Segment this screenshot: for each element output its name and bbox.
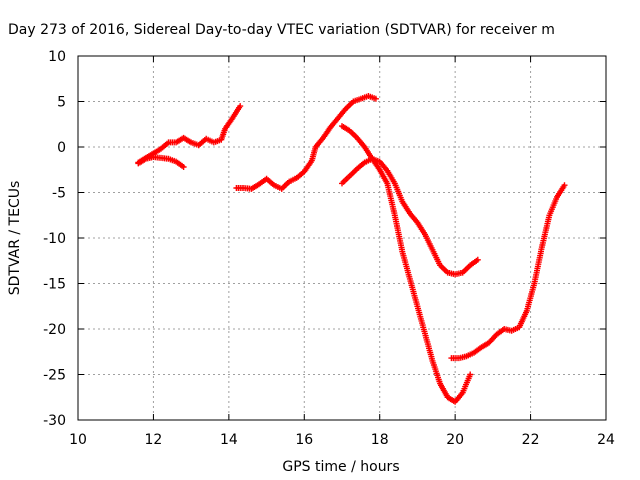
y-tick-label: -25 <box>43 368 66 384</box>
y-axis-title: SDTVAR / TECUs <box>7 181 23 296</box>
x-tick-label: 12 <box>145 432 163 448</box>
y-tick-label: -15 <box>43 277 66 293</box>
data-series <box>233 93 379 192</box>
x-axis-title: GPS time / hours <box>282 459 399 475</box>
data-series <box>135 154 187 170</box>
chart-title: Day 273 of 2016, Sidereal Day-to-day VTE… <box>8 22 555 38</box>
data-point <box>474 256 481 263</box>
x-tick-label: 22 <box>522 432 540 448</box>
x-tick-label: 24 <box>597 432 615 448</box>
data-point <box>372 95 379 102</box>
y-tick-label: -5 <box>52 186 66 202</box>
ticks: 10 12 14 16 18 20 22 24 10 5 0 -5 -10 -15 -20 -25 -30 <box>43 49 615 448</box>
x-tick-label: 18 <box>371 432 389 448</box>
data-marks <box>135 93 568 405</box>
x-tick-label: 10 <box>69 432 87 448</box>
y-tick-label: -20 <box>43 322 66 338</box>
x-tick-label: 16 <box>295 432 313 448</box>
data-point <box>237 103 244 110</box>
y-tick-label: -30 <box>43 413 66 429</box>
data-series <box>339 155 481 278</box>
x-tick-label: 20 <box>446 432 464 448</box>
y-tick-label: 10 <box>48 49 66 65</box>
data-point <box>561 182 568 189</box>
data-point <box>467 371 474 378</box>
x-tick-label: 14 <box>220 432 238 448</box>
y-tick-label: -10 <box>43 231 66 247</box>
data-series <box>135 103 244 166</box>
data-point <box>180 164 187 170</box>
data-series <box>448 182 568 362</box>
y-tick-label: 0 <box>57 140 66 156</box>
y-tick-label: 5 <box>57 95 66 111</box>
